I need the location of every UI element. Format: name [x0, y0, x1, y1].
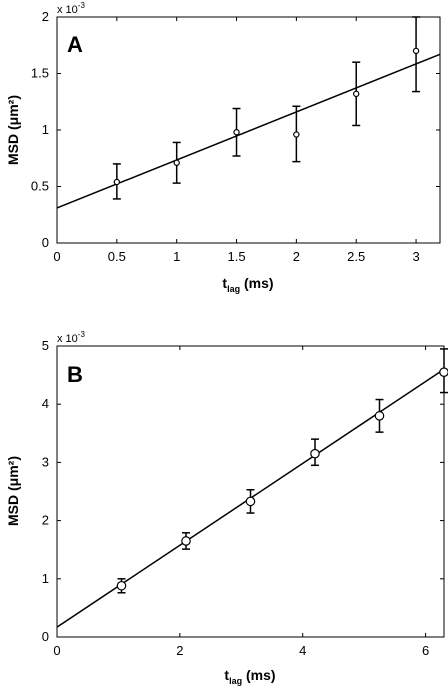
- panel-b-x-tick-label: 4: [299, 643, 306, 658]
- panel-a-x-tick-label: 0.5: [108, 249, 126, 264]
- panel-b-data-point: [116, 580, 127, 591]
- panel-b-y-tick-label: 1: [42, 571, 49, 586]
- panel-a-letter: A: [67, 32, 83, 57]
- panel-a-x-tick-label: 3: [412, 249, 419, 264]
- panel-a-y-tick-label: 1: [42, 122, 49, 137]
- panel-b-data-point: [439, 367, 448, 377]
- panel-a-y-tick-label: 1.5: [31, 66, 49, 81]
- panel-a-data-point: [412, 47, 420, 55]
- panel-a-y-tick-label: 0: [42, 235, 49, 250]
- panel-b-y-tick-label: 5: [42, 338, 49, 353]
- panel-b-data-point: [310, 448, 320, 459]
- panel-a-chart: 0 0.5 1 1.5 2 2.5 3 0 0.5 1 1.5 2 A x 10-3 MSD (μm…: [5, 1, 441, 294]
- panel-b-multiplier: x 10-3: [57, 330, 85, 345]
- panel-a-fit-line: [56, 53, 441, 209]
- panel-a-data-point: [293, 131, 300, 138]
- panel-b-y-ticks: 0 1 2 3 4 5: [42, 338, 444, 644]
- panel-b-x-tick-label: 2: [176, 643, 183, 658]
- panel-b-plot-area: [56, 345, 445, 638]
- panel-b-ylabel: MSD (μm²): [5, 456, 21, 526]
- panel-a-x-tick-label: 2.5: [347, 249, 365, 264]
- panel-b-data-point: [245, 496, 256, 507]
- panel-b-data-point: [181, 536, 191, 546]
- panel-a-data-point: [173, 159, 180, 166]
- panel-b-y-tick-label: 0: [42, 629, 49, 644]
- panel-a-y-tick-label: 2: [42, 9, 49, 24]
- panel-a-x-tick-label: 1: [173, 249, 180, 264]
- panel-b-xlabel: tlag (ms): [224, 667, 275, 686]
- panel-b-chart: 0 2 4 6 0 1 2 3 4 5 B x 10-3 MSD (μm²) tlag (ms): [5, 330, 448, 686]
- panel-a-ylabel: MSD (μm²): [5, 95, 21, 165]
- panel-b-marks: [56, 348, 448, 628]
- panel-a-y-ticks: 0 0.5 1 1.5 2: [31, 9, 440, 250]
- panel-b-data-point: [374, 411, 385, 421]
- panel-b-x-tick-label: 0: [53, 643, 60, 658]
- panel-b-x-ticks: 0 2 4 6: [53, 346, 429, 658]
- panel-a-x-tick-label: 2: [293, 249, 300, 264]
- panel-b-x-tick-label: 6: [422, 643, 429, 658]
- panel-a-x-tick-label: 0: [53, 249, 60, 264]
- panel-b-y-tick-label: 3: [42, 454, 49, 469]
- panel-a-xlabel: tlag (ms): [222, 275, 273, 294]
- panel-a-x-tick-label: 1.5: [227, 249, 245, 264]
- panel-a-data-point: [113, 178, 121, 186]
- panel-a-data-point: [353, 90, 360, 98]
- panel-a-x-ticks: 0 0.5 1 1.5 2 2.5 3: [53, 17, 420, 264]
- panel-b-y-tick-label: 4: [42, 396, 49, 411]
- panel-b-letter: B: [67, 362, 83, 387]
- panel-a-plot-area: [56, 16, 441, 244]
- panel-a-multiplier: x 10-3: [57, 1, 85, 16]
- panel-a-data-point: [233, 129, 240, 136]
- panel-b-y-tick-label: 2: [42, 513, 49, 528]
- panel-a-y-tick-label: 0.5: [31, 179, 49, 194]
- panel-a-marks: [56, 16, 441, 209]
